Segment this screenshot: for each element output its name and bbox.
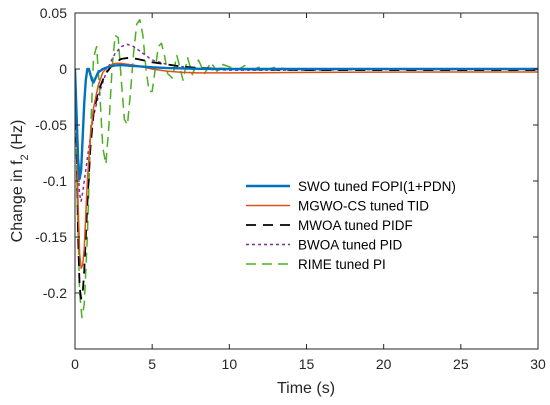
legend-label-3: MWOA tuned PIDF [298, 218, 413, 233]
y-axis-title: Change in f2 (Hz) [9, 120, 31, 243]
x-tick-label: 5 [148, 356, 156, 372]
x-tick-label: 15 [299, 356, 315, 372]
x-axis-title: Time (s) [277, 380, 335, 397]
y-tick-label: -0.05 [35, 117, 67, 133]
legend-label-1: SWO tuned FOPI(1+PDN) [298, 179, 456, 194]
legend-label-4: BWOA tuned PID [298, 238, 403, 253]
y-axis-title-suffix: (Hz) [9, 120, 26, 155]
x-tick-label: 10 [222, 356, 238, 372]
y-axis-title-subscript: 2 [19, 154, 31, 160]
series-layer [75, 18, 538, 319]
y-tick-label: -0.1 [43, 173, 67, 189]
y-tick-label: -0.2 [43, 285, 67, 301]
series-line-5 [75, 18, 538, 319]
series-line-1 [75, 63, 538, 180]
y-tick-label: -0.15 [35, 229, 67, 245]
legend: SWO tuned FOPI(1+PDN) MGWO-CS tuned TID MW… [246, 179, 456, 272]
series-line-2 [75, 62, 538, 270]
legend-label-5: RIME tuned PI [298, 257, 386, 272]
y-tick-label: 0 [59, 61, 67, 77]
x-tick-label: 0 [71, 356, 79, 372]
series-line-4 [75, 43, 538, 202]
legend-label-2: MGWO-CS tuned TID [298, 199, 429, 214]
x-tick-label: 25 [453, 356, 469, 372]
y-axis: 0.05 0 -0.05 -0.1 -0.15 -0.2 [35, 5, 538, 301]
y-axis-title-main: Change in f [9, 160, 26, 242]
x-axis: 0 5 10 15 20 25 30 [71, 13, 546, 372]
x-tick-label: 20 [376, 356, 392, 372]
x-tick-label: 30 [530, 356, 546, 372]
y-tick-label: 0.05 [40, 5, 67, 21]
